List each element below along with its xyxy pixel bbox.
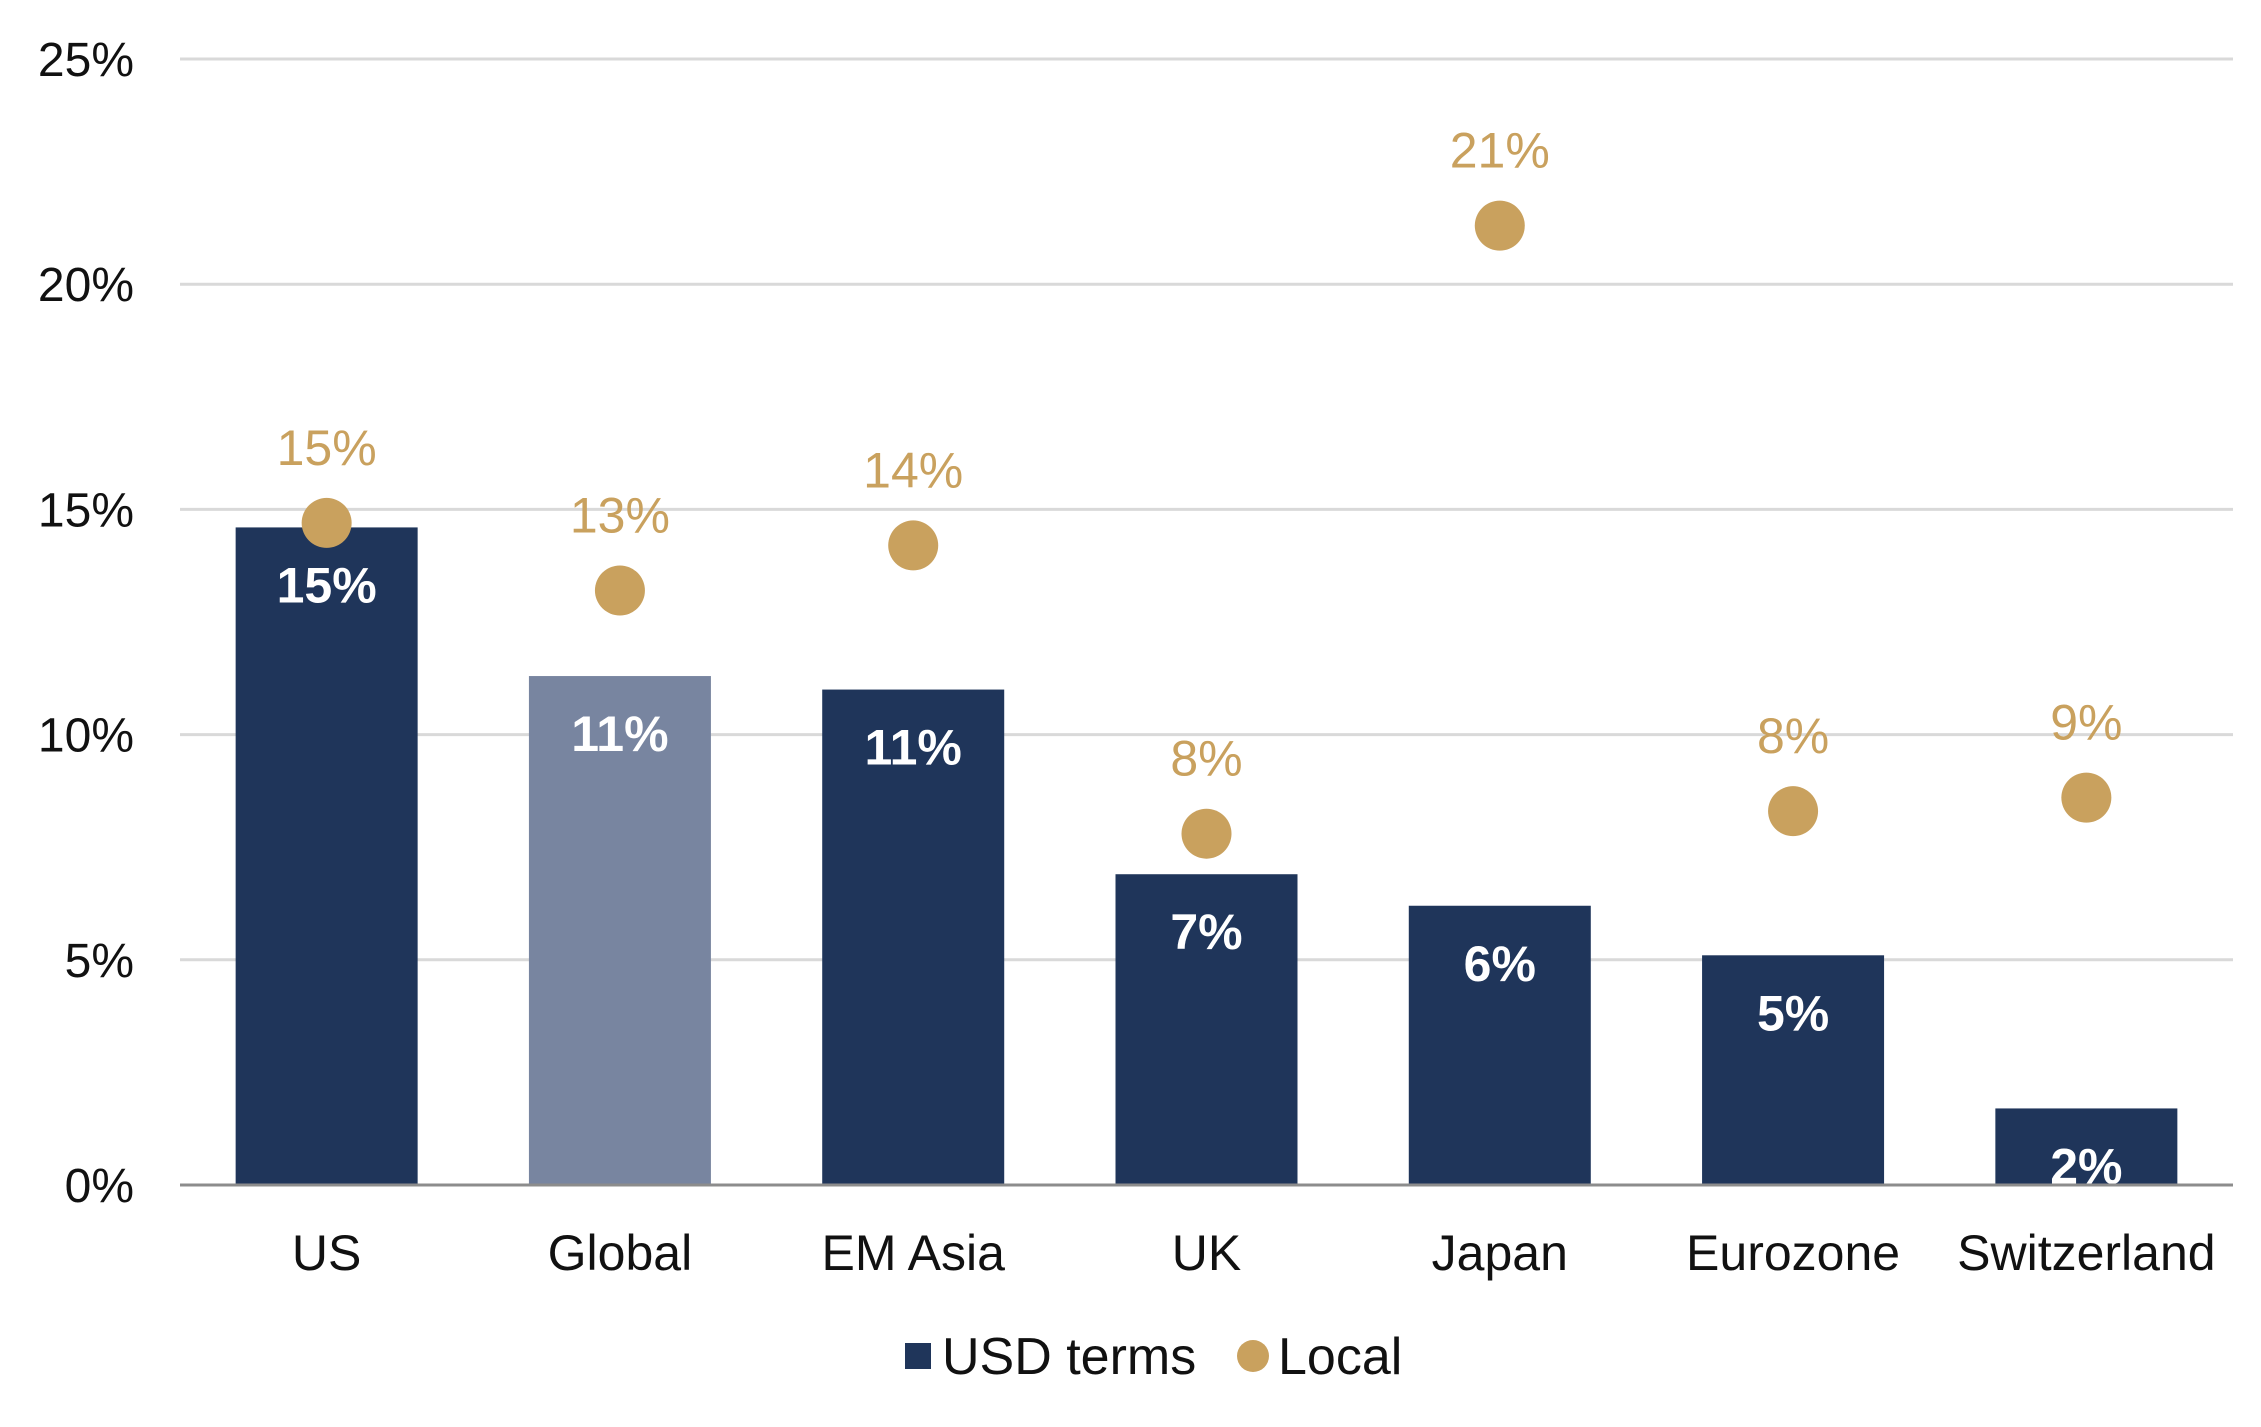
y-tick-label: 0% xyxy=(65,1160,134,1213)
scatter-value-label: 8% xyxy=(1757,708,1829,764)
legend-label-local: Local xyxy=(1278,1328,1402,1386)
bar-value-label: 7% xyxy=(1170,904,1242,960)
scatter-value-label: 14% xyxy=(863,442,963,498)
bar xyxy=(1115,874,1298,1185)
scatter-value-label: 8% xyxy=(1170,731,1242,787)
x-category-label: US xyxy=(292,1225,361,1281)
y-axis-tick-labels: 0% 5% 10% 15% 20% 25% xyxy=(38,34,134,1213)
gridlines xyxy=(180,57,2233,962)
bar xyxy=(822,689,1005,1185)
x-category-label: Japan xyxy=(1432,1225,1568,1281)
legend-swatch-local xyxy=(1237,1340,1269,1372)
bar-value-label: 11% xyxy=(865,720,962,776)
scatter-value-label: 21% xyxy=(1450,123,1550,179)
scatter-point xyxy=(301,497,352,548)
x-category-label: Switzerland xyxy=(1957,1225,2215,1281)
y-tick-label: 25% xyxy=(38,34,134,87)
x-category-label: UK xyxy=(1172,1225,1241,1281)
y-tick-label: 10% xyxy=(38,710,134,763)
bar xyxy=(235,527,418,1185)
x-category-label: Global xyxy=(548,1225,693,1281)
x-category-label: EM Asia xyxy=(822,1225,1006,1281)
bar-value-label: 15% xyxy=(277,557,377,613)
x-axis-category-labels: US Global EM Asia UK Japan Eurozone Switzerlan… xyxy=(292,1225,2216,1281)
legend-swatch-usd-terms xyxy=(905,1343,931,1369)
scatter-point xyxy=(1181,808,1232,859)
y-tick-label: 20% xyxy=(38,259,134,312)
scatter-series-local: 15% 13% 14% 8% 21% 8% 9% xyxy=(277,123,2122,859)
x-category-label: Eurozone xyxy=(1686,1225,1900,1281)
scatter-point xyxy=(2061,772,2112,823)
bar xyxy=(1408,905,1591,1185)
bar xyxy=(1995,1108,2178,1185)
y-tick-label: 15% xyxy=(38,484,134,537)
bar xyxy=(528,676,711,1185)
bar-value-label: 11% xyxy=(571,706,668,762)
y-tick-label: 5% xyxy=(65,935,134,988)
scatter-point xyxy=(888,520,939,571)
bar-series-usd-terms: 15%11% 11%7%6%5%2% xyxy=(235,527,2178,1194)
bar-value-label: 6% xyxy=(1464,936,1536,992)
bar xyxy=(1702,955,1885,1185)
scatter-point xyxy=(1768,786,1819,837)
bar-value-label: 5% xyxy=(1757,985,1829,1041)
legend-label-usd-terms: USD terms xyxy=(942,1328,1196,1386)
scatter-point xyxy=(1474,200,1525,251)
legend: USD terms Local xyxy=(905,1328,1402,1386)
scatter-value-label: 9% xyxy=(2050,695,2122,751)
scatter-point xyxy=(594,565,645,616)
scatter-value-label: 15% xyxy=(277,420,377,476)
scatter-value-label: 13% xyxy=(570,487,670,543)
